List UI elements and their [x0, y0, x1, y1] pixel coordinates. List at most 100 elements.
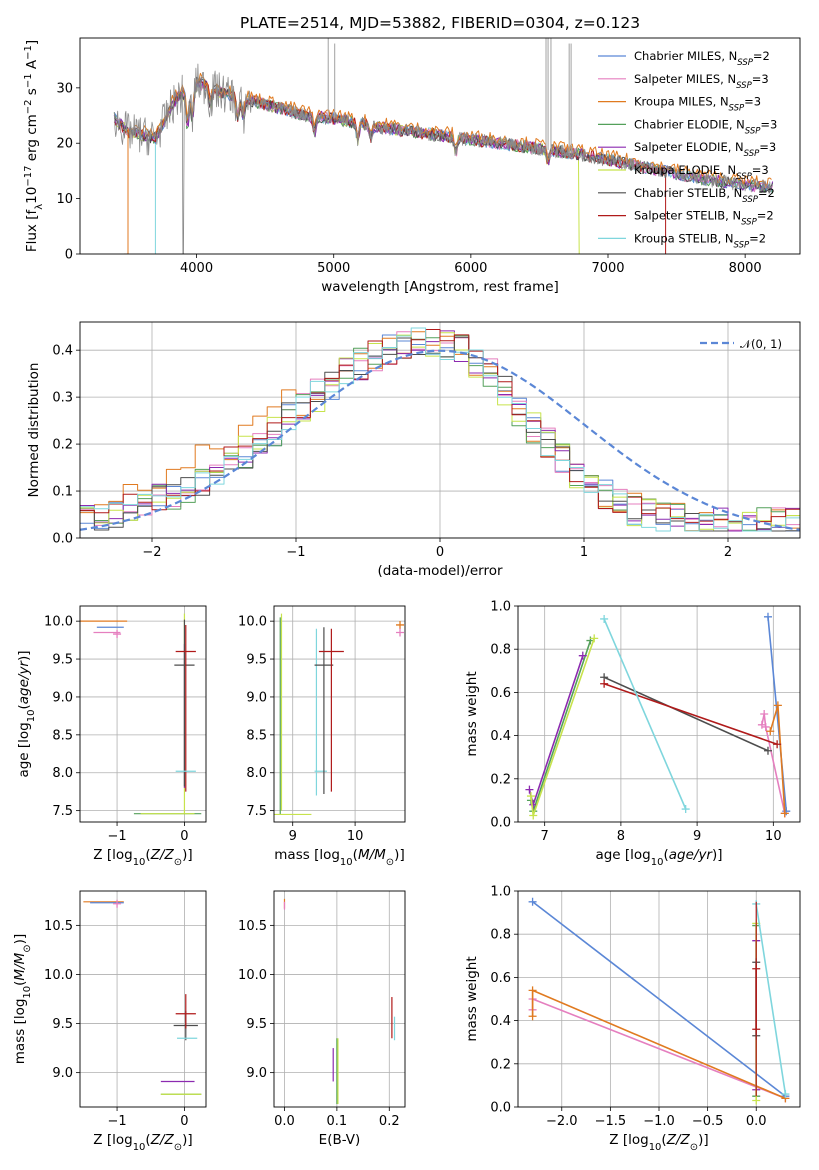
- x-tick-label: −1: [286, 545, 305, 560]
- label-part: mass weight: [464, 671, 480, 756]
- label-part: Z [log: [93, 847, 132, 863]
- legend-entry: Salpeter MILES, NSSP=3: [634, 72, 769, 91]
- x-axis-label: mass [log10(M/M⊙)]: [274, 847, 404, 868]
- label-part: M/M: [12, 952, 28, 980]
- error-bar: [318, 628, 344, 792]
- series-line-salpeter-elodie: [528, 655, 584, 806]
- y-tick-label: 0.6: [490, 971, 511, 986]
- chart-panel-3: −1 07.58.08.59.09.510.0Z [log10(Z/Z⊙)]age…: [16, 605, 207, 868]
- legend-text: Kroupa ELODIE, N: [634, 163, 736, 177]
- error-bar: [175, 994, 196, 1029]
- label-part: Z/Z: [666, 1132, 691, 1148]
- data-point-marker: [528, 986, 537, 995]
- error-bar: [314, 627, 334, 794]
- label-part: mass weight: [464, 956, 480, 1041]
- legend-entry: 𝒩(0, 1): [740, 337, 782, 351]
- y-tick-label: 0.2: [490, 772, 511, 787]
- figure-title: PLATE=2514, MJD=53882, FIBERID=0304, z=0…: [240, 14, 640, 32]
- label-part: (: [663, 847, 668, 863]
- axes-frame: [79, 605, 207, 823]
- chart-panel-1: 4000 5000 6000 7000 8000 0 10 20 30 wavelength [A…: [23, 37, 801, 295]
- axes-frame: [79, 321, 801, 539]
- data-point-marker: [763, 746, 772, 755]
- x-tick-label: 0.2: [379, 1114, 400, 1129]
- y-axis-label: Flux [fλ10−17 erg cm−2 s−1 A−1]: [23, 40, 45, 252]
- plot-area: [80, 322, 800, 538]
- chart-panel-2: −2 −1 0 1 2 0.0 0.1 0.2 0.3 0.4 (data-model)/error…: [26, 321, 801, 579]
- data-point-marker: [781, 1090, 790, 1099]
- legend-text: =2: [758, 186, 775, 200]
- data-point-marker: [763, 612, 772, 621]
- data-point-marker: [681, 805, 690, 814]
- legend-entry: Kroupa MILES, NSSP=3: [634, 95, 761, 114]
- series-line-chabrier-stelib: [603, 676, 769, 752]
- label-part: mass [log: [274, 847, 340, 863]
- label-part: 10: [133, 1142, 146, 1153]
- y-tick-label: 9.5: [52, 1017, 73, 1032]
- y-axis-label: mass weight: [464, 671, 480, 756]
- legend-text: =3: [759, 140, 776, 154]
- axes-frame: [79, 37, 801, 255]
- axes-frame: [517, 605, 801, 823]
- label-part: −17: [23, 166, 34, 187]
- marker: [113, 899, 122, 908]
- label-part: 10: [340, 857, 353, 868]
- data-point-marker: [766, 727, 775, 736]
- error-bar: [175, 624, 196, 792]
- data-point-marker: [600, 679, 609, 688]
- marker: [396, 620, 405, 629]
- x-tick-label: 10: [765, 829, 782, 844]
- x-tick-label: −1: [107, 829, 126, 844]
- plot-area: [518, 606, 800, 822]
- label-part: (: [16, 704, 32, 709]
- legend-text: Salpeter ELODIE, N: [634, 140, 744, 154]
- legend-entry: Chabrier STELIB, NSSP=2: [634, 186, 775, 205]
- observed-spectrum: [113, 63, 773, 254]
- legend-text: =3: [752, 72, 769, 86]
- y-tick-label: 0.0: [52, 532, 73, 547]
- label-part: )]: [16, 650, 32, 661]
- legend-text: =3: [760, 117, 777, 131]
- x-tick-label: 0.1: [327, 1114, 348, 1129]
- data-point-marker: [761, 722, 770, 731]
- y-tick-label: 0.4: [490, 1014, 511, 1029]
- x-tick-label: 8000: [729, 261, 762, 276]
- y-tick-label: 9.0: [246, 690, 267, 705]
- legend-text: =2: [757, 209, 774, 223]
- chart-panel-6: −1 09.09.510.010.5Z [log10(Z/Z⊙)]mass [lo…: [12, 890, 207, 1153]
- y-tick-label: 0.1: [52, 485, 73, 500]
- label-part: Flux [f: [24, 209, 40, 253]
- legend-text: =3: [752, 163, 769, 177]
- y-axis-label: Normed distribution: [26, 363, 42, 498]
- data-point-marker: [529, 800, 538, 809]
- x-tick-label: 9: [289, 829, 297, 844]
- y-tick-label: 8.5: [246, 728, 267, 743]
- label-part: −2: [23, 99, 34, 114]
- residual-histogram-kroupa-stelib: [80, 327, 800, 532]
- data-point-marker: [752, 1096, 761, 1105]
- label-part: age/yr: [16, 660, 32, 705]
- plot-area: [80, 606, 206, 822]
- legend-text: =2: [749, 231, 766, 245]
- legend-sub: SSP: [736, 81, 752, 91]
- label-part: ⊙: [690, 1142, 698, 1153]
- y-tick-label: 10.0: [238, 615, 267, 630]
- label-part: )]: [182, 847, 193, 863]
- legend-entry: Chabrier MILES, NSSP=2: [634, 49, 770, 68]
- residual-histogram-kroupa-miles: [80, 331, 800, 532]
- label-part: age [log: [16, 722, 32, 777]
- x-axis-label: Z [log10(Z/Z⊙)]: [609, 1132, 708, 1153]
- label-part: A: [24, 59, 40, 73]
- y-tick-label: 9.5: [246, 653, 267, 668]
- label-part: 10: [133, 857, 146, 868]
- legend: 𝒩(0, 1): [700, 337, 782, 351]
- plot-area: [274, 606, 405, 822]
- axes-frame: [517, 890, 801, 1108]
- data-point-marker: [528, 1012, 537, 1021]
- y-tick-label: 1.0: [490, 885, 511, 900]
- series-line-salpeter-miles: [761, 713, 786, 814]
- data-point-marker: [773, 740, 782, 749]
- legend-text: Salpeter STELIB, N: [634, 209, 741, 223]
- legend-text: Chabrier STELIB, N: [634, 186, 742, 200]
